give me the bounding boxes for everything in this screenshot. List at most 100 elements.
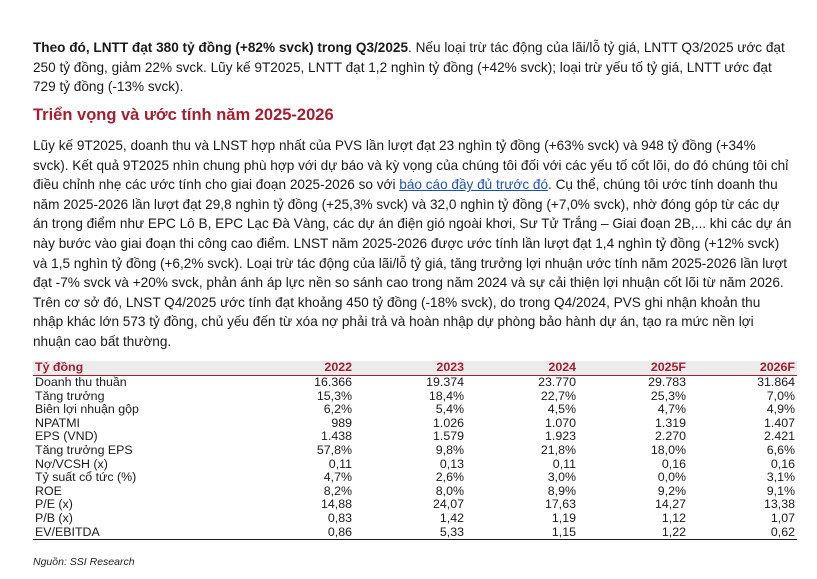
table-cell: 3,1% bbox=[766, 470, 795, 485]
table-cell: 0,13 bbox=[439, 456, 464, 471]
row-label: P/B (x) bbox=[35, 510, 73, 525]
row-label: Tăng trưởng EPS bbox=[35, 442, 133, 457]
table-cell: 1.319 bbox=[654, 415, 686, 430]
table-row: Biên lợi nhuận gộp 6,2% 5,4% 4,5% 4,7% 4,9% bbox=[33, 403, 797, 417]
table-cell: 8,0% bbox=[435, 483, 464, 498]
header-year: 2025F bbox=[578, 361, 688, 376]
table-cell: 1,15 bbox=[466, 525, 578, 541]
row-label: Doanh thu thuần bbox=[35, 375, 127, 389]
table-row: EPS (VND) 1.438 1.579 1.923 2.270 2.421 bbox=[33, 430, 797, 444]
outlook-text-end: . Cụ thể, chúng tôi ước tính doanh thu n… bbox=[33, 177, 792, 349]
table-cell: 9,1% bbox=[766, 483, 795, 498]
table-cell: 0,11 bbox=[552, 456, 576, 471]
table-cell: 19.374 bbox=[426, 375, 464, 389]
table-cell: 57,8% bbox=[316, 442, 352, 457]
table-row: Tỷ suất cổ tức (%) 4,7% 2,6% 3,0% 0,0% 3,1% bbox=[33, 471, 797, 485]
table-cell: 3,0% bbox=[547, 470, 576, 485]
table-row: EV/EBITDA 0,86 5,33 1,15 1,22 0,62 bbox=[33, 525, 797, 541]
table-cell: 0,11 bbox=[328, 456, 352, 471]
table-row: Tăng trưởng 15,3% 18,4% 22,7% 25,3% 7,0% bbox=[33, 388, 797, 404]
outlook-paragraph: Lũy kế 9T2025, doanh thu và LNST hợp nhấ… bbox=[33, 136, 793, 352]
table-cell: 2,6% bbox=[435, 470, 464, 485]
table-cell: 24,07 bbox=[432, 497, 464, 512]
table-row: P/E (x) 14,88 24,07 17,63 14,27 13,38 bbox=[33, 498, 797, 512]
table-cell: 22,7% bbox=[540, 388, 576, 403]
table-cell: 1.407 bbox=[763, 415, 795, 430]
table-cell: 1.070 bbox=[544, 415, 576, 430]
table-cell: 8,2% bbox=[323, 483, 352, 498]
table-row: P/B (x) 0,83 1,42 1,19 1,12 1,07 bbox=[33, 510, 797, 526]
intro-lead: Theo đó, LNTT đạt 380 tỷ đồng (+82% svck… bbox=[33, 40, 409, 55]
table-cell: 21,8% bbox=[540, 442, 576, 457]
table-cell: 18,0% bbox=[650, 442, 686, 457]
previous-report-link[interactable]: báo cáo đầy đủ trước đó bbox=[399, 177, 549, 193]
intro-paragraph: Theo đó, LNTT đạt 380 tỷ đồng (+82% svck… bbox=[33, 38, 793, 97]
table-cell: 1.579 bbox=[432, 429, 464, 444]
table-cell: 25,3% bbox=[650, 388, 686, 403]
table-cell: 0,62 bbox=[688, 525, 797, 541]
table-cell: 1.438 bbox=[320, 429, 352, 444]
table-row: Tăng trưởng EPS 57,8% 9,8% 21,8% 18,0% 6,6% bbox=[33, 442, 797, 458]
row-label: ROE bbox=[35, 483, 62, 498]
table-cell: 6,6% bbox=[766, 442, 795, 457]
row-label: NPATMI bbox=[35, 415, 80, 430]
table-row: ROE 8,2% 8,0% 8,9% 9,2% 9,1% bbox=[33, 483, 797, 499]
table-cell: 989 bbox=[331, 415, 352, 430]
row-label: EPS (VND) bbox=[35, 429, 98, 444]
table-header-row: Tỷ đồng 2022 2023 2024 2025F 2026F bbox=[33, 361, 797, 376]
table-body: Doanh thu thuần 16.366 19.374 23.770 29.783 3… bbox=[33, 375, 797, 541]
table-cell: 14,88 bbox=[320, 497, 352, 512]
table-cell: 1,42 bbox=[439, 510, 464, 525]
outlook-text-start: Lũy kế 9T2025, doanh thu và LNST hợp nhấ… bbox=[33, 138, 789, 193]
header-year: 2023 bbox=[354, 361, 466, 376]
source-note: Nguồn: SSI Research bbox=[33, 556, 135, 568]
table-row: Doanh thu thuần 16.366 19.374 23.770 29.783 3… bbox=[33, 375, 797, 390]
table-cell: 16.366 bbox=[314, 375, 352, 389]
table-cell: 1.026 bbox=[432, 415, 464, 430]
table-cell: 1,22 bbox=[578, 525, 688, 541]
table-cell: 9,2% bbox=[657, 483, 686, 498]
row-label: Tỷ suất cổ tức (%) bbox=[35, 470, 137, 485]
table-cell: 9,8% bbox=[435, 442, 464, 457]
table-cell: 31.864 bbox=[757, 375, 795, 389]
intro-text: . Nếu loại trừ tác động của lãi/lỗ tỷ gi… bbox=[33, 40, 785, 95]
table-cell: 0,86 bbox=[205, 525, 354, 541]
table-cell: 4,9% bbox=[766, 402, 795, 417]
table-cell: 4,7% bbox=[323, 470, 352, 485]
header-year: 2026F bbox=[688, 361, 797, 376]
table-cell: 17,63 bbox=[544, 497, 576, 512]
table-cell: 8,9% bbox=[547, 483, 576, 498]
table-cell: 0,0% bbox=[657, 470, 686, 485]
table-cell: 4,5% bbox=[547, 402, 576, 417]
table-cell: 18,4% bbox=[428, 388, 464, 403]
header-year: 2024 bbox=[466, 361, 578, 376]
table-cell: 2.270 bbox=[654, 429, 686, 444]
table-cell: 5,4% bbox=[435, 402, 464, 417]
table-cell: 0,16 bbox=[770, 456, 795, 471]
table-row: NPATMI 989 1.026 1.070 1.319 1.407 bbox=[33, 415, 797, 431]
financial-forecast-table: Tỷ đồng 2022 2023 2024 2025F 2026F Doanh… bbox=[33, 361, 797, 541]
row-label: EV/EBITDA bbox=[33, 525, 205, 541]
table-cell: 6,2% bbox=[323, 402, 352, 417]
table-cell: 13,38 bbox=[763, 497, 795, 512]
row-label: Biên lợi nhuận gộp bbox=[35, 402, 139, 417]
row-label: Tăng trưởng bbox=[35, 388, 105, 403]
table-cell: 5,33 bbox=[354, 525, 466, 541]
table-cell: 2.421 bbox=[763, 429, 795, 444]
table-cell: 23.770 bbox=[538, 375, 576, 389]
table-cell: 1,07 bbox=[770, 510, 795, 525]
table-cell: 14,27 bbox=[654, 497, 686, 512]
table-cell: 1,19 bbox=[551, 510, 576, 525]
header-year: 2022 bbox=[205, 361, 354, 376]
table-cell: 0,16 bbox=[661, 456, 686, 471]
table-cell: 1.923 bbox=[544, 429, 576, 444]
table-cell: 7,0% bbox=[766, 388, 795, 403]
table-cell: 4,7% bbox=[657, 402, 686, 417]
table-cell: 1,12 bbox=[661, 510, 686, 525]
row-label: P/E (x) bbox=[35, 497, 73, 512]
table-cell: 0,83 bbox=[327, 510, 352, 525]
table-cell: 29.783 bbox=[648, 375, 686, 389]
table-row: Nợ/VCSH (x) 0,11 0,13 0,11 0,16 0,16 bbox=[33, 456, 797, 472]
header-unit: Tỷ đồng bbox=[33, 361, 205, 376]
